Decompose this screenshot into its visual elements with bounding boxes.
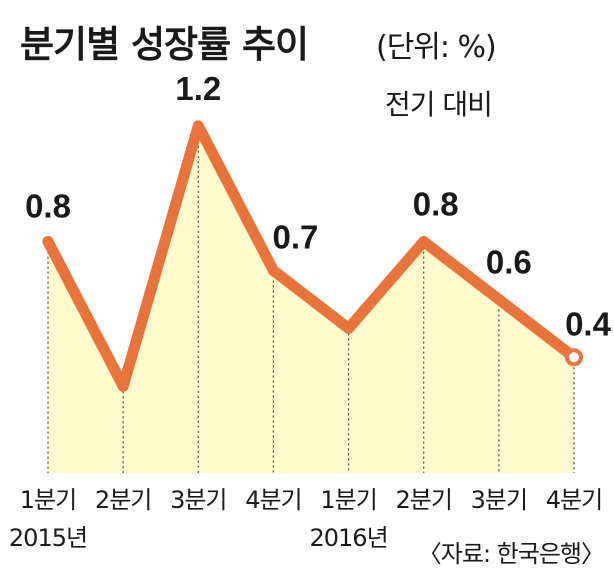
x-tick-label: 1분기 [320, 486, 376, 514]
year-label: 2015년 [9, 524, 87, 552]
data-point [565, 348, 583, 367]
data-point [42, 236, 54, 248]
data-label: 1.2 [175, 70, 221, 107]
x-tick-label: 2분기 [95, 486, 151, 514]
data-label: 0.7 [272, 219, 318, 256]
chart-subtitle: 전기 대비 [385, 88, 493, 121]
data-label: 0.6 [486, 243, 532, 280]
area-fill [48, 125, 574, 473]
data-point [267, 265, 279, 276]
x-tick-label: 1분기 [20, 486, 76, 514]
x-tick-label: 2분기 [395, 486, 451, 514]
series-line [42, 120, 580, 392]
source-note: 〈자료: 한국은행〉 [417, 540, 605, 568]
data-point [343, 322, 355, 334]
chart-title: 분기별 성장률 추이 [20, 23, 309, 66]
year-label: 2016년 [309, 524, 387, 552]
x-tick-label: 4분기 [546, 486, 602, 514]
x-tick-label: 4분기 [245, 486, 301, 514]
data-label: 0.8 [413, 186, 459, 223]
data-label: 0.8 [25, 188, 71, 225]
data-label: 0.4 [565, 305, 612, 342]
x-tick-label: 3분기 [170, 486, 226, 514]
unit-label: (단위: %) [376, 30, 497, 65]
data-point [493, 293, 505, 305]
data-point [418, 236, 430, 248]
data-point [192, 120, 204, 132]
x-tick-label: 3분기 [471, 486, 527, 514]
data-point [117, 380, 129, 392]
